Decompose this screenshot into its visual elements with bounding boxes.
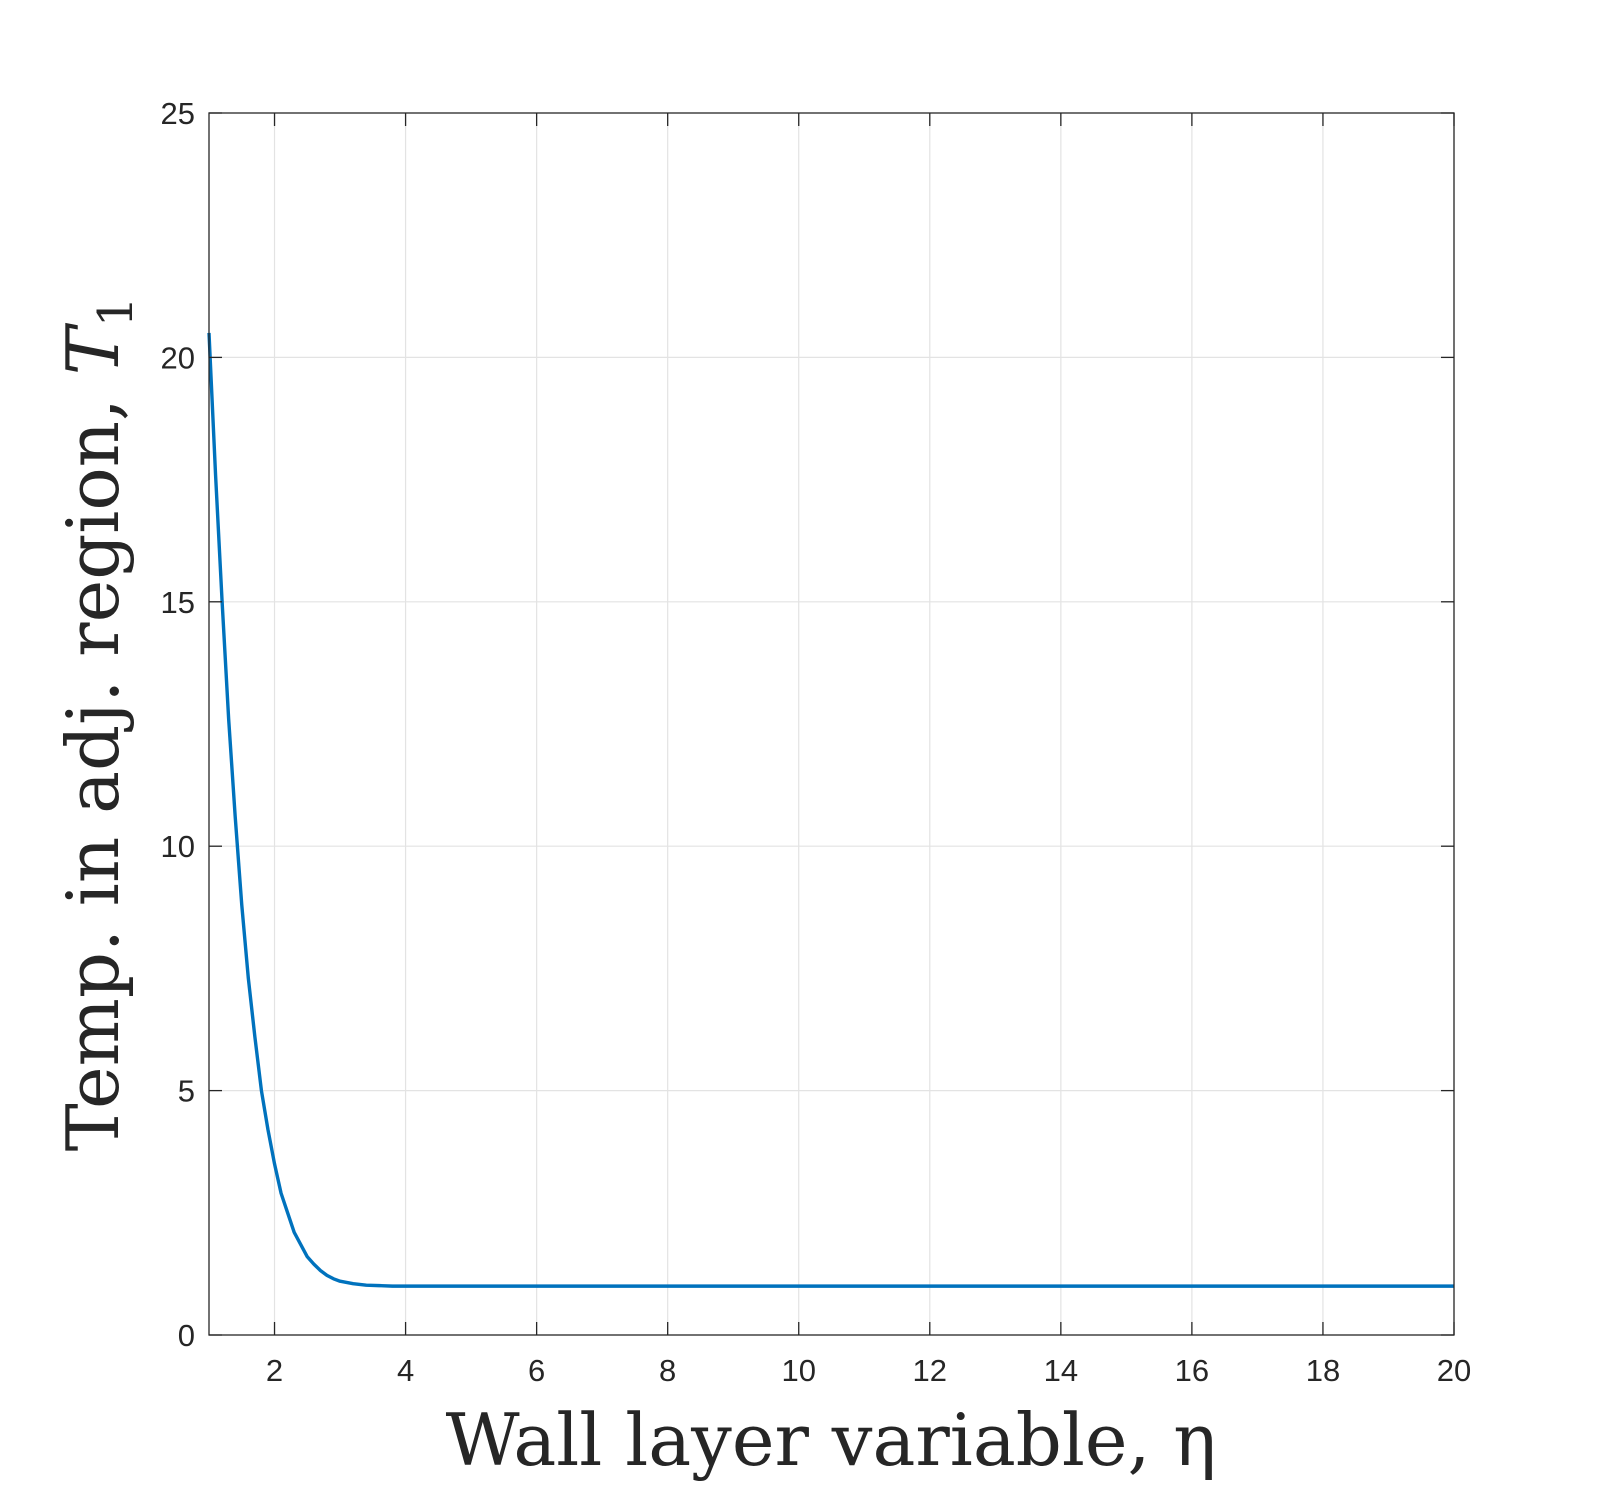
- plot-frame: [208, 112, 1455, 1336]
- series-group: [207, 332, 1454, 1288]
- x-tick-label: 20: [1437, 1353, 1471, 1388]
- y-tick-label: 15: [161, 585, 195, 620]
- y-tick-label: 25: [161, 96, 195, 131]
- y-tick-label: 5: [178, 1074, 195, 1109]
- y-tick-labels: 0 5 10 15 20 25: [161, 96, 195, 1353]
- tick-marks: [209, 112, 1455, 1336]
- x-tick-label: 14: [1044, 1353, 1078, 1388]
- x-tick-label: 16: [1175, 1353, 1209, 1388]
- y-axis-label-subscript: 1: [88, 297, 144, 328]
- y-axis-label: Temp. in adj. region, T1: [51, 297, 144, 1152]
- y-tick-label: 10: [161, 829, 195, 864]
- x-tick-label: 18: [1306, 1353, 1340, 1388]
- x-tick-label: 4: [397, 1353, 414, 1388]
- y-tick-label: 0: [178, 1318, 195, 1353]
- x-tick-label: 12: [913, 1353, 947, 1388]
- y-tick-label: 20: [161, 340, 195, 375]
- y-axis-label-text: Temp. in adj. region,: [51, 375, 135, 1151]
- x-tick-label: 8: [659, 1353, 676, 1388]
- x-tick-label: 10: [781, 1353, 815, 1388]
- series-line: [207, 332, 1454, 1288]
- x-tick-label: 6: [528, 1353, 545, 1388]
- y-axis-label-symbol: T: [51, 322, 135, 375]
- plot-area: [209, 113, 1454, 1335]
- x-tick-label: 2: [266, 1353, 283, 1388]
- x-axis-label: Wall layer variable, η: [446, 1398, 1217, 1482]
- x-tick-labels: 2 4 6 8 10 12 14 16 18 20: [266, 1353, 1471, 1388]
